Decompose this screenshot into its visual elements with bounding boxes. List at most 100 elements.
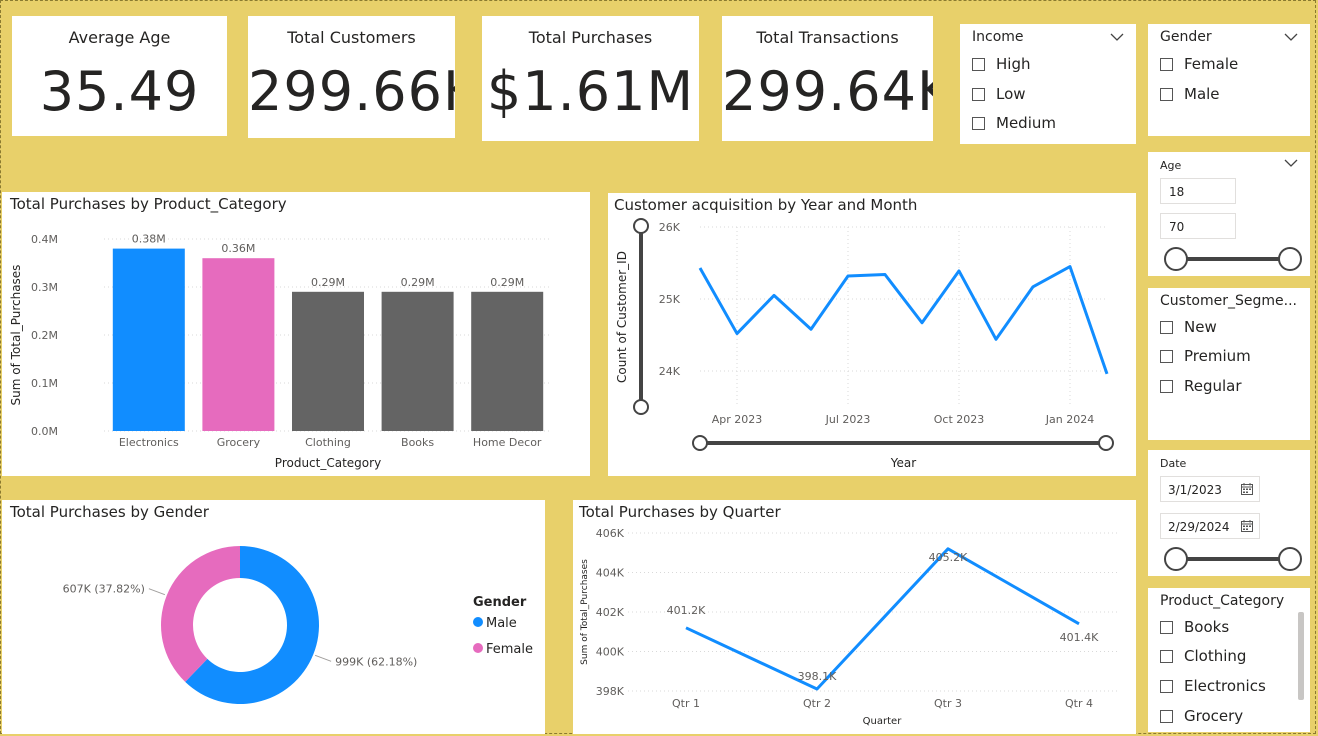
category-bar-chart: Total Purchases by Product_Category 0.0M… (2, 192, 590, 476)
line-chart-plot: 24K 25K 26K Apr 2023 Jul 2023 Oct 2023 Jan 202… (615, 218, 1114, 470)
bar (112, 248, 185, 431)
y-axis-title: Count of Customer_ID (615, 251, 629, 383)
x-tick-label: Jan 2024 (1045, 413, 1094, 426)
x-tick-label: Qtr 3 (934, 697, 962, 710)
income-option-high[interactable]: High (972, 55, 1030, 73)
data-label: 999K (62.18%) (335, 655, 417, 668)
checkbox[interactable] (1160, 87, 1173, 101)
gender-option-female[interactable]: Female (1160, 55, 1238, 73)
option-label: Grocery (1184, 707, 1244, 725)
category-option-clothing[interactable]: Clothing (1160, 647, 1246, 665)
checkbox[interactable] (1160, 57, 1173, 71)
category-option-electronics[interactable]: Electronics (1160, 677, 1266, 695)
data-label: 0.38M (132, 233, 166, 246)
age-max-input[interactable]: 70 (1160, 213, 1236, 239)
scrollbar[interactable] (1298, 612, 1304, 700)
segment-option-premium[interactable]: Premium (1160, 347, 1251, 365)
gender-donut-chart: Total Purchases by Gender 999K (62.18%) 6… (2, 500, 545, 734)
y-axis-title: Sum of Total_Purchases (580, 559, 590, 665)
income-option-low[interactable]: Low (972, 85, 1026, 103)
y-tick-label: 402K (596, 606, 625, 619)
data-label: 401.4K (1060, 631, 1099, 644)
leader-line (314, 654, 332, 662)
y-axis-title: Sum of Total_Purchases (9, 265, 23, 406)
checkbox[interactable] (1160, 379, 1173, 393)
data-label: 401.2K (667, 604, 706, 617)
legend-marker (473, 643, 483, 653)
option-label: New (1184, 318, 1217, 336)
option-label: Regular (1184, 377, 1242, 395)
calendar-icon[interactable] (1241, 483, 1253, 495)
income-option-medium[interactable]: Medium (972, 114, 1056, 132)
legend-marker (473, 617, 483, 627)
x-tick-label: Qtr 4 (1065, 697, 1093, 710)
bar (292, 291, 364, 431)
gender-option-male[interactable]: Male (1160, 85, 1220, 103)
x-tick-label: Clothing (305, 436, 351, 449)
date-end-input[interactable]: 2/29/2024 (1160, 513, 1260, 539)
leader-line (148, 588, 166, 596)
y-tick-label: 400K (596, 646, 625, 659)
age-range-slider[interactable] (1160, 246, 1306, 272)
date-end-value: 2/29/2024 (1168, 520, 1230, 534)
age-min-input[interactable]: 18 (1160, 178, 1236, 204)
kpi-value: 299.64K (722, 60, 933, 123)
slicer-title: Date (1160, 457, 1187, 470)
slicer-title: Gender (1160, 29, 1212, 45)
donut-slice (185, 546, 319, 704)
checkbox[interactable] (972, 116, 985, 130)
donut-slice (160, 546, 240, 682)
slicer-title: Income (972, 29, 1024, 45)
legend-title: Gender (473, 595, 527, 610)
segment-option-regular[interactable]: Regular (1160, 377, 1242, 395)
donut-chart-plot: 999K (62.18%) 607K (37.82%) Gender Male Fema… (63, 546, 533, 704)
checkbox[interactable] (972, 57, 985, 71)
checkbox[interactable] (1160, 649, 1173, 663)
bar (381, 291, 454, 431)
x-tick-label: Grocery (217, 436, 261, 449)
kpi-title: Total Customers (287, 28, 416, 47)
option-label: Male (1184, 85, 1220, 103)
kpi-value: 299.66K (248, 60, 455, 123)
kpi-title: Total Purchases (528, 28, 653, 47)
x-tick-label: Qtr 1 (672, 697, 700, 710)
category-option-books[interactable]: Books (1160, 618, 1229, 636)
x-axis-title: Year (890, 456, 916, 470)
data-label: 398.1K (798, 670, 837, 683)
segment-option-new[interactable]: New (1160, 318, 1217, 336)
slicer-title: Product_Category (1160, 593, 1285, 609)
slider-handle-end (1278, 547, 1302, 571)
bar (471, 291, 544, 431)
series-line (685, 547, 1080, 691)
date-start-input[interactable]: 3/1/2023 (1160, 476, 1260, 502)
date-range-slider[interactable] (1160, 546, 1306, 572)
y-tick-label: 404K (596, 567, 625, 580)
chart-title: Customer acquisition by Year and Month (614, 196, 918, 214)
product-category-slicer: Product_Category Books Clothing Electron… (1148, 588, 1310, 732)
x-tick-label: Apr 2023 (712, 413, 763, 426)
kpi-value: $1.61M (486, 60, 695, 123)
calendar-icon[interactable] (1241, 520, 1253, 532)
chevron-down-icon[interactable] (1110, 32, 1124, 42)
checkbox[interactable] (1160, 320, 1173, 334)
kpi-total-transactions: Total Transactions 299.64K (722, 16, 933, 141)
kpi-title: Total Transactions (756, 28, 899, 47)
customer-segment-slicer: Customer_Segme... New Premium Regular (1148, 288, 1310, 440)
checkbox[interactable] (1160, 709, 1173, 723)
slider-handle-min (1164, 247, 1188, 271)
y-tick-label: 398K (596, 685, 625, 698)
data-label: 0.29M (311, 276, 345, 289)
y-tick-label: 24K (659, 365, 681, 378)
chevron-down-icon[interactable] (1284, 32, 1298, 42)
option-label: Books (1184, 618, 1230, 636)
chevron-down-icon[interactable] (1284, 158, 1298, 168)
slicer-title: Age (1160, 159, 1182, 172)
checkbox[interactable] (972, 87, 985, 101)
category-option-grocery[interactable]: Grocery (1160, 707, 1243, 725)
chart-title: Total Purchases by Gender (10, 503, 209, 521)
y-tick-label: 26K (659, 221, 681, 234)
checkbox[interactable] (1160, 620, 1173, 634)
checkbox[interactable] (1160, 679, 1173, 693)
kpi-total-customers: Total Customers 299.66K (248, 16, 455, 138)
checkbox[interactable] (1160, 349, 1173, 363)
